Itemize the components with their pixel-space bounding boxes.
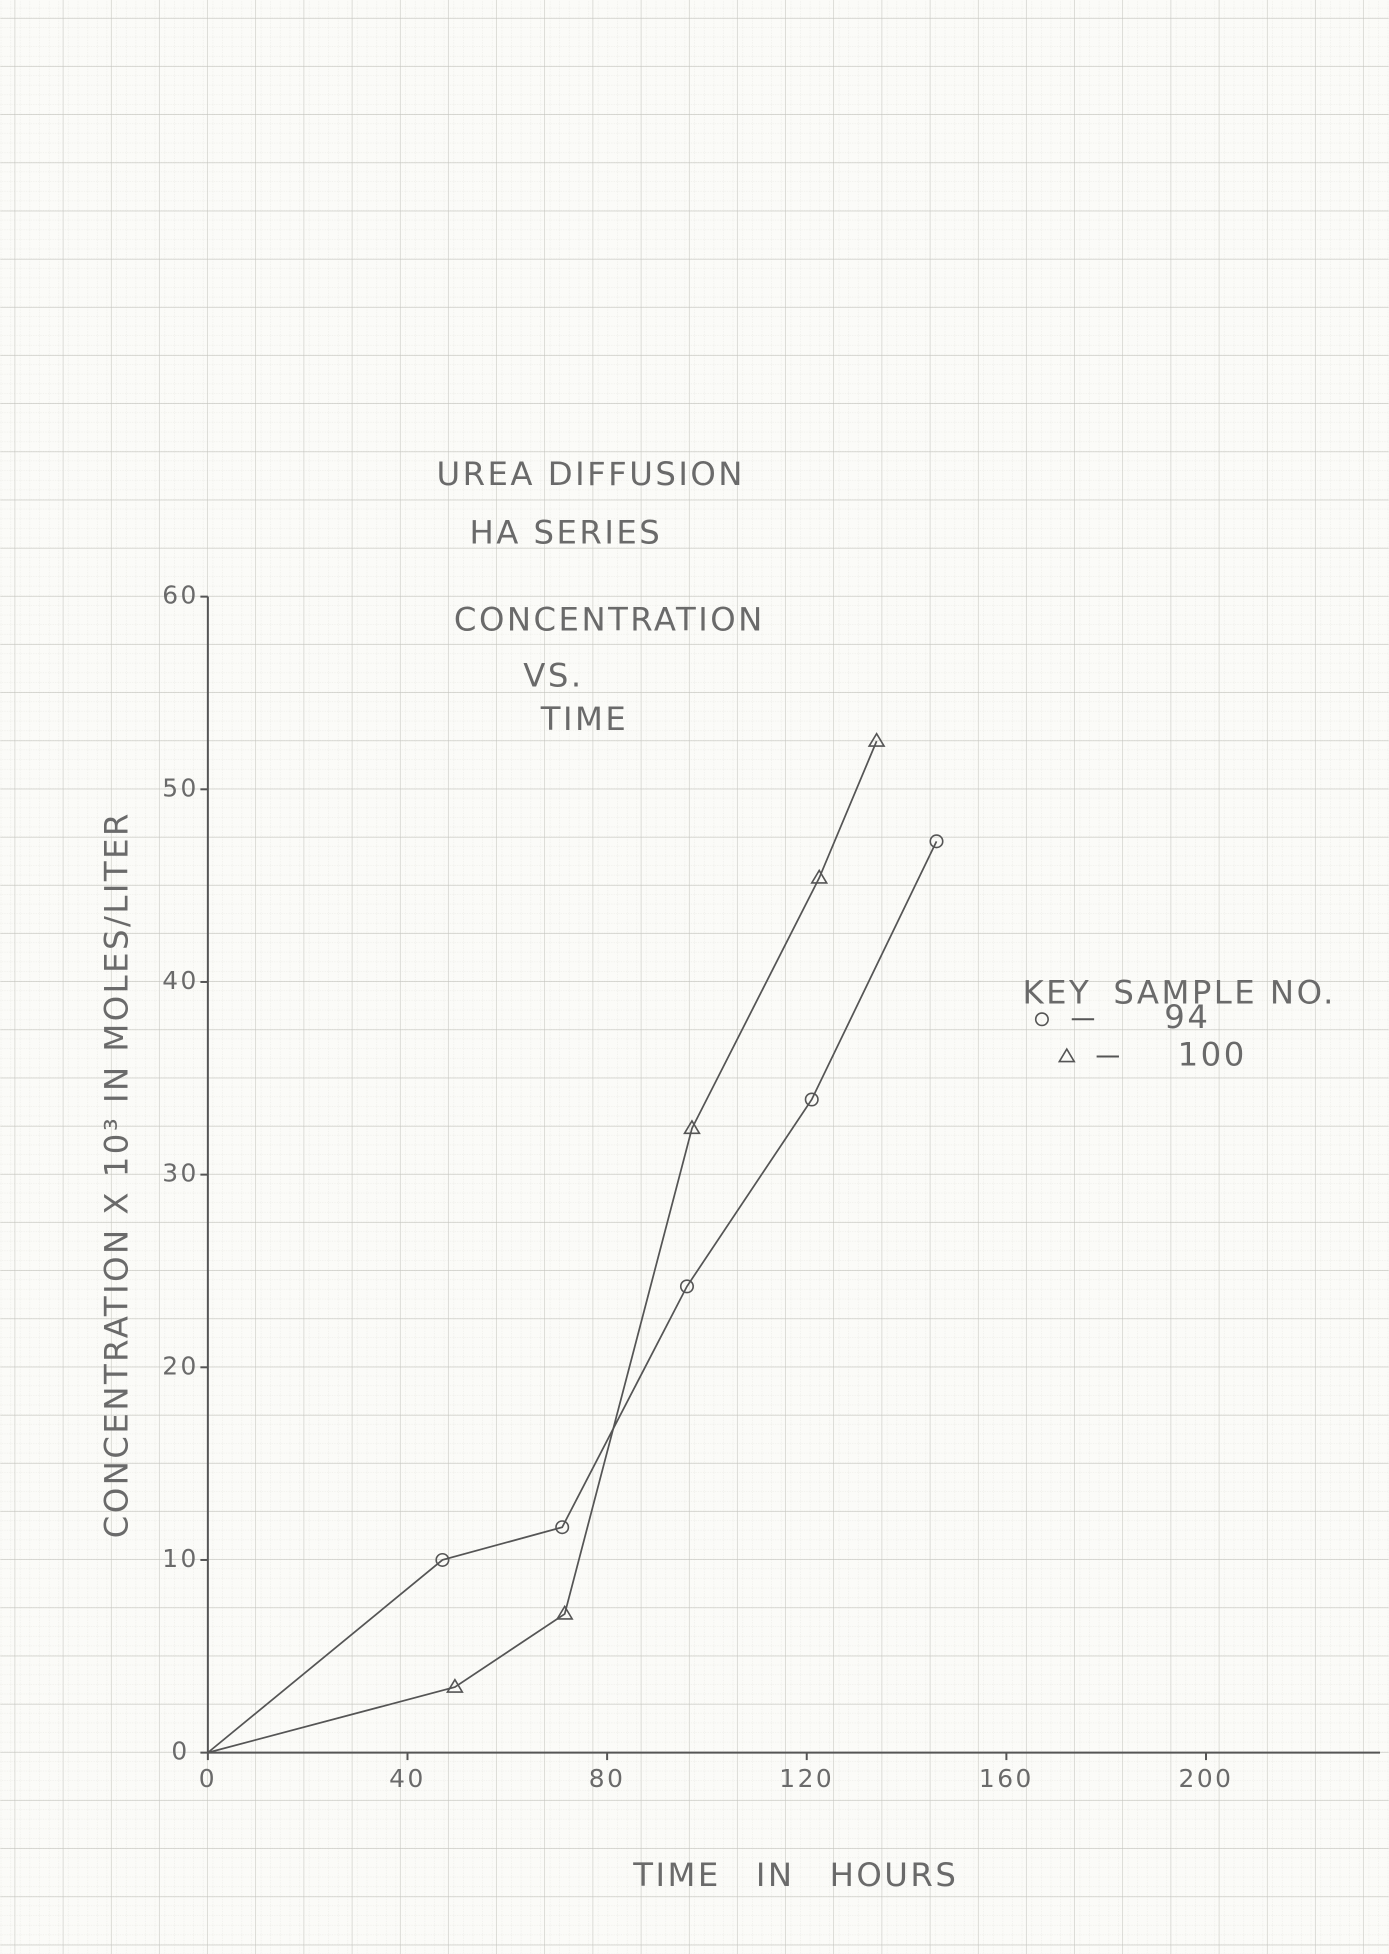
- chart-subtitle: HA SERIES: [469, 513, 662, 551]
- heading: CONCENTRATION: [454, 601, 765, 639]
- y-tick-label: 30: [162, 1159, 199, 1188]
- x-tick-label: 0: [199, 1764, 217, 1793]
- y-tick-label: 50: [162, 773, 199, 802]
- x-tick-label: 80: [589, 1764, 626, 1793]
- x-tick-label: 200: [1179, 1764, 1234, 1793]
- y-tick-label: 40: [162, 966, 199, 995]
- chart: UREA DIFFUSION HA SERIES CONCENTRATION V…: [0, 0, 1389, 1954]
- heading: TIME: [540, 700, 628, 738]
- y-tick-label: 10: [162, 1544, 199, 1573]
- legend-label: 94: [1164, 998, 1210, 1036]
- y-axis-label: CONCENTRATION X 10³ IN MOLES/LITER: [97, 811, 135, 1538]
- x-axis-label: TIME IN HOURS: [632, 1856, 958, 1894]
- chart-title: UREA DIFFUSION: [436, 455, 744, 493]
- x-tick-label: 120: [779, 1764, 834, 1793]
- y-tick-label: 20: [162, 1351, 199, 1380]
- x-tick-label: 160: [979, 1764, 1034, 1793]
- legend-title: KEY: [1022, 973, 1091, 1011]
- legend-title: SAMPLE NO.: [1113, 973, 1336, 1011]
- legend-label: 100: [1178, 1036, 1247, 1074]
- x-tick-label: 40: [389, 1764, 426, 1793]
- heading: VS.: [523, 656, 583, 694]
- page: {"chart_data": {"type": "line", "title":…: [0, 0, 1389, 1954]
- y-tick-label: 0: [171, 1737, 189, 1766]
- y-tick-label: 60: [162, 581, 199, 610]
